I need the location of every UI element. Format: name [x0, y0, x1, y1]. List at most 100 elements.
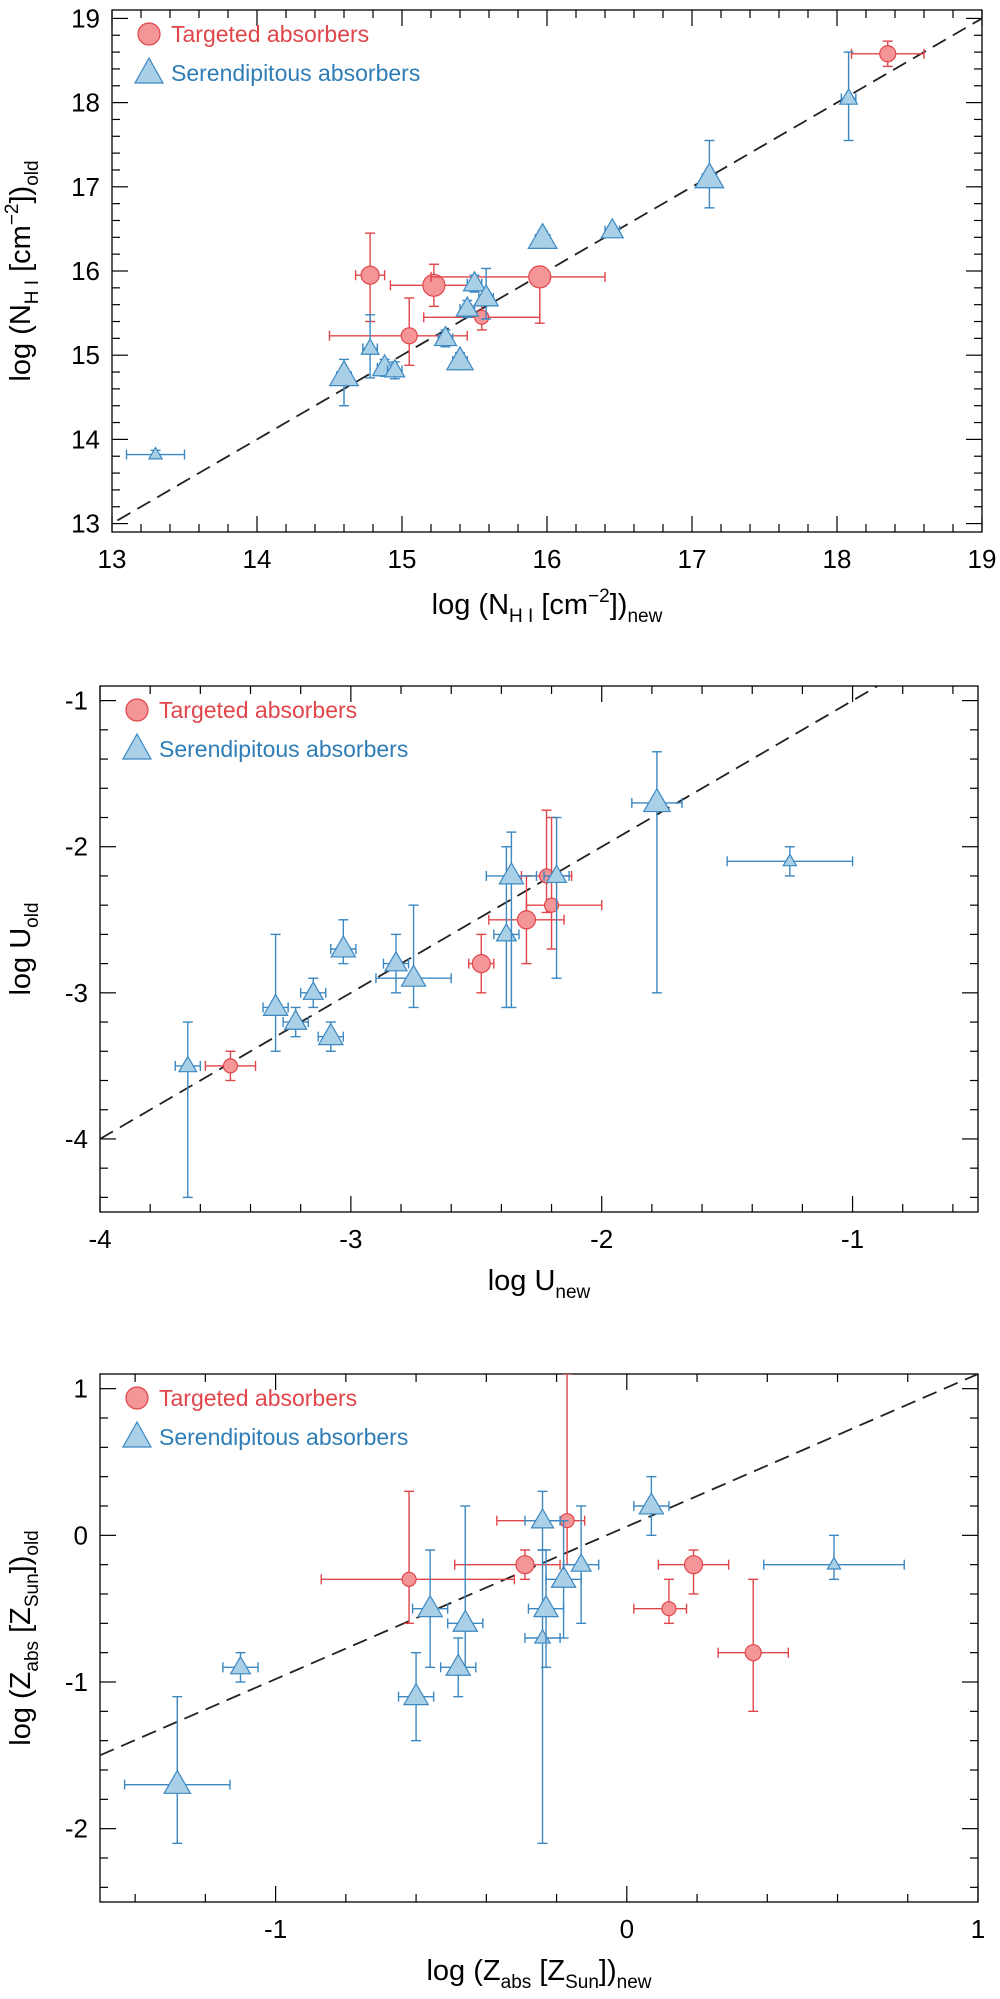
- serendipitous-marker: [328, 359, 360, 387]
- x-tick-label: -2: [590, 1224, 613, 1254]
- y-tick-label: 17: [71, 172, 100, 202]
- axis-label-sub: old: [22, 1530, 43, 1555]
- x-tick-label: 18: [823, 544, 852, 574]
- targeted-marker: [400, 327, 418, 345]
- serendipitous-marker: [638, 1491, 665, 1515]
- plot-frame: [111, 9, 983, 533]
- legend-serendipitous-label: Serendipitous absorbers: [159, 736, 408, 762]
- y-axis-label: log (Zabs [ZSun])old: [5, 1530, 43, 1746]
- serendipitous-marker: [402, 1682, 430, 1706]
- axis-label-sub: new: [555, 1282, 590, 1303]
- legend-serendipitous-marker: [133, 56, 165, 84]
- targeted-marker: [543, 897, 560, 913]
- serendipitous-marker: [147, 446, 164, 460]
- serendipitous-marker: [533, 1628, 552, 1644]
- serendipitous-marker: [445, 345, 475, 371]
- targeted-marker: [474, 309, 490, 325]
- targeted-marker: [516, 910, 537, 930]
- serendipitous-marker: [495, 922, 518, 942]
- x-axis-label: log (Zabs [ZSun])new: [426, 1955, 651, 1993]
- serendipitous-marker: [530, 1507, 555, 1529]
- axis-label-mid: [cm: [5, 225, 37, 280]
- y-tick-label: 16: [71, 256, 100, 286]
- axis-label-main: log (N: [432, 589, 509, 621]
- serendipitous-marker: [229, 1655, 252, 1675]
- serendipitous-marker: [416, 1594, 444, 1618]
- serendipitous-marker: [600, 217, 625, 239]
- axis-label-end: ]): [610, 589, 628, 621]
- y-tick-label: 14: [71, 424, 100, 454]
- targeted-marker: [683, 1555, 704, 1575]
- targeted-marker: [401, 1571, 417, 1587]
- serendipitous-marker: [838, 87, 859, 105]
- serendipitous-marker: [826, 1556, 842, 1570]
- data-points: [174, 751, 854, 1199]
- axis-label-sub: abs: [501, 1972, 532, 1993]
- x-tick-label: 19: [968, 544, 997, 574]
- legend-targeted-marker: [125, 698, 149, 722]
- axis-label-sub: Sun: [22, 1573, 43, 1607]
- data-points: [123, 1374, 905, 1845]
- targeted-marker: [661, 1601, 677, 1617]
- axis-label-sub: old: [22, 160, 43, 185]
- legend-targeted-label: Targeted absorbers: [171, 21, 369, 47]
- y-tick-label: 0: [74, 1520, 88, 1550]
- x-tick-label: 0: [620, 1914, 634, 1944]
- axis-label-sub: abs: [22, 1641, 43, 1672]
- serendipitous-marker: [550, 1565, 577, 1588]
- targeted-marker: [360, 265, 380, 285]
- serendipitous-marker: [163, 1769, 192, 1794]
- serendipitous-marker: [177, 1055, 198, 1073]
- x-tick-label: -3: [339, 1224, 362, 1254]
- axis-label-sub: new: [617, 1972, 652, 1993]
- serendipitous-marker: [527, 222, 558, 249]
- x-axis-label: log Unew: [488, 1265, 591, 1303]
- data-points: [125, 40, 925, 460]
- axis-label-sub: H I: [509, 606, 533, 627]
- x-tick-label: -4: [88, 1224, 111, 1254]
- targeted-marker: [528, 265, 552, 289]
- y-tick-label: 13: [71, 509, 100, 539]
- serendipitous-marker: [570, 1552, 593, 1572]
- y-tick-label: -1: [65, 1667, 88, 1697]
- y-tick-label: 1: [74, 1374, 88, 1404]
- targeted-marker: [744, 1644, 762, 1662]
- serendipitous-marker: [302, 981, 325, 1000]
- legend-serendipitous-marker: [121, 732, 153, 760]
- axis-label-end: ]): [5, 186, 37, 204]
- serendipitous-marker: [498, 861, 525, 885]
- legend-targeted-marker: [125, 1386, 149, 1410]
- legend-serendipitous-marker: [121, 1420, 153, 1448]
- axis-label-sup: −2: [588, 586, 610, 607]
- x-tick-label: 1: [971, 1914, 985, 1944]
- serendipitous-marker: [262, 993, 289, 1016]
- x-axis-label: log (NH I [cm−2])new: [432, 586, 663, 627]
- targeted-marker: [422, 273, 446, 297]
- x-tick-label: 13: [98, 544, 127, 574]
- y-tick-label: -4: [65, 1124, 88, 1154]
- serendipitous-marker: [532, 1594, 560, 1618]
- y-tick-label: -2: [65, 832, 88, 862]
- x-tick-label: 14: [243, 544, 272, 574]
- serendipitous-marker: [400, 964, 427, 987]
- serendipitous-marker: [694, 161, 725, 189]
- legend-targeted-label: Targeted absorbers: [159, 1385, 357, 1411]
- plot-frame: [99, 1373, 979, 1903]
- axis-label-main: log (Z: [5, 1672, 37, 1746]
- serendipitous-marker: [360, 337, 380, 355]
- axis-label-main: log (N: [5, 304, 37, 381]
- axis-label-main: log U: [488, 1265, 556, 1297]
- panel-u: -4 -3 -2 -1 -4 -3 -2 -1 Targeted absorbers Serend…: [5, 685, 979, 1303]
- targeted-marker: [471, 954, 491, 974]
- serendipitous-marker: [642, 787, 672, 813]
- targeted-marker: [879, 45, 897, 63]
- axis-label-mid: [cm: [533, 589, 588, 621]
- serendipitous-marker: [445, 1653, 472, 1676]
- x-tick-label: -1: [264, 1914, 287, 1944]
- x-tick-label: 15: [388, 544, 417, 574]
- axis-label-sub: Sun: [565, 1972, 599, 1993]
- x-tick-label: 17: [678, 544, 707, 574]
- plot-frame: [99, 685, 979, 1213]
- axis-label-end: ]): [599, 1955, 617, 1987]
- serendipitous-marker: [462, 270, 487, 292]
